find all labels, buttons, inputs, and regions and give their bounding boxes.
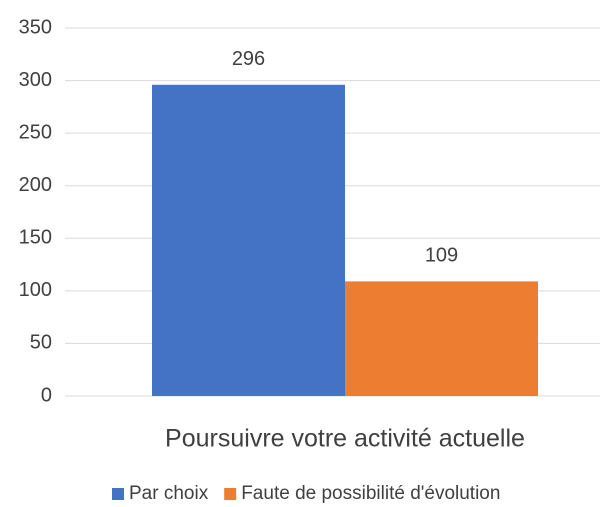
- legend-label: Faute de possibilité d'évolution: [241, 483, 500, 504]
- y-tick-label: 200: [19, 174, 52, 196]
- data-label: 296: [232, 48, 265, 70]
- y-tick-label: 250: [19, 121, 52, 143]
- y-tick-label: 50: [30, 332, 52, 354]
- legend-swatch: [112, 488, 124, 500]
- x-tick-label: Poursuivre votre activité actuelle: [165, 425, 525, 453]
- y-tick-label: 100: [19, 279, 52, 301]
- y-tick-label: 150: [19, 227, 52, 249]
- bar: [152, 84, 345, 396]
- y-tick-label: 300: [19, 69, 52, 91]
- bar: [345, 281, 538, 396]
- y-tick-label: 0: [41, 384, 52, 406]
- y-tick-label: 350: [19, 16, 52, 38]
- legend-swatch: [224, 488, 237, 500]
- legend-label: Par choix: [129, 483, 209, 504]
- data-label: 109: [425, 245, 458, 267]
